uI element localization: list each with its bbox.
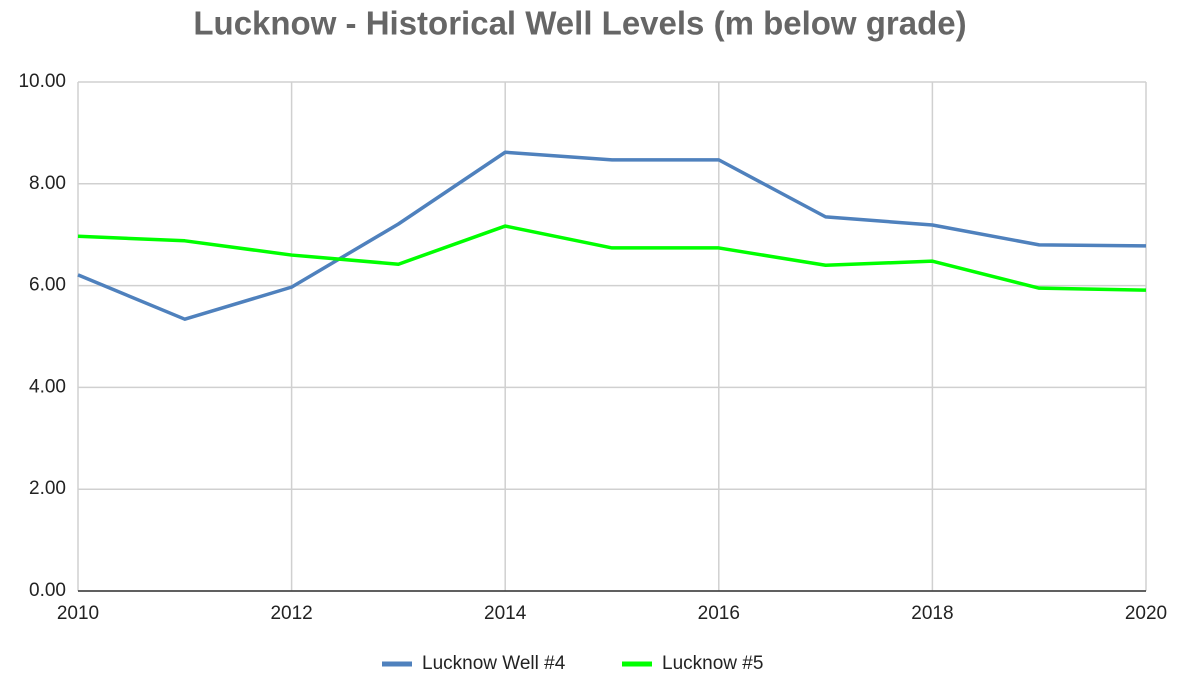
series-line <box>77 224 1147 292</box>
x-tick-label: 2016 <box>698 603 740 624</box>
legend-label: Lucknow #5 <box>662 653 763 674</box>
y-tick-label: 6.00 <box>29 275 66 296</box>
x-tick-label: 2018 <box>911 603 953 624</box>
y-tick-label: 2.00 <box>29 478 66 499</box>
x-tick-label: 2012 <box>270 603 312 624</box>
y-tick-label: 4.00 <box>29 376 66 397</box>
y-tick-label: 8.00 <box>29 173 66 194</box>
y-tick-label: 10.00 <box>18 71 66 92</box>
series-line <box>77 150 1147 321</box>
legend-label: Lucknow Well #4 <box>422 653 566 674</box>
x-tick-label: 2014 <box>484 603 527 624</box>
chart-title: Lucknow - Historical Well Levels (m belo… <box>193 5 966 42</box>
y-tick-label: 0.00 <box>29 580 66 601</box>
x-tick-label: 2020 <box>1125 603 1167 624</box>
x-tick-label: 2010 <box>57 603 99 624</box>
